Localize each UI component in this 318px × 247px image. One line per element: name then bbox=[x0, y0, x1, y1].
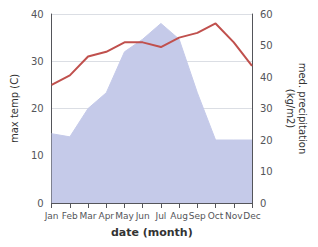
svg-text:May: May bbox=[115, 211, 134, 221]
svg-text:30: 30 bbox=[31, 56, 44, 67]
svg-text:40: 40 bbox=[31, 9, 44, 20]
svg-text:10: 10 bbox=[31, 150, 44, 161]
svg-text:0: 0 bbox=[260, 198, 266, 209]
svg-text:Oct: Oct bbox=[208, 211, 224, 221]
svg-text:10: 10 bbox=[260, 166, 273, 177]
svg-text:Mar: Mar bbox=[80, 211, 97, 221]
svg-text:60: 60 bbox=[260, 9, 273, 20]
svg-text:30: 30 bbox=[260, 103, 273, 114]
svg-text:Feb: Feb bbox=[62, 211, 78, 221]
svg-text:Jul: Jul bbox=[154, 211, 166, 221]
svg-text:(kg/m2): (kg/m2) bbox=[285, 89, 296, 129]
svg-text:date (month): date (month) bbox=[111, 226, 193, 239]
svg-text:Jun: Jun bbox=[135, 211, 150, 221]
svg-text:Apr: Apr bbox=[98, 211, 114, 221]
svg-text:Sep: Sep bbox=[189, 211, 206, 221]
svg-text:20: 20 bbox=[31, 103, 44, 114]
svg-text:20: 20 bbox=[260, 135, 273, 146]
svg-text:Jan: Jan bbox=[44, 211, 59, 221]
svg-text:40: 40 bbox=[260, 72, 273, 83]
svg-text:50: 50 bbox=[260, 40, 273, 51]
svg-text:med. precipitation: med. precipitation bbox=[297, 63, 308, 155]
svg-text:Dec: Dec bbox=[243, 211, 260, 221]
svg-text:0: 0 bbox=[37, 198, 43, 209]
svg-text:max temp (C): max temp (C) bbox=[9, 74, 20, 143]
svg-text:Aug: Aug bbox=[170, 211, 188, 221]
svg-text:Nov: Nov bbox=[225, 211, 243, 221]
